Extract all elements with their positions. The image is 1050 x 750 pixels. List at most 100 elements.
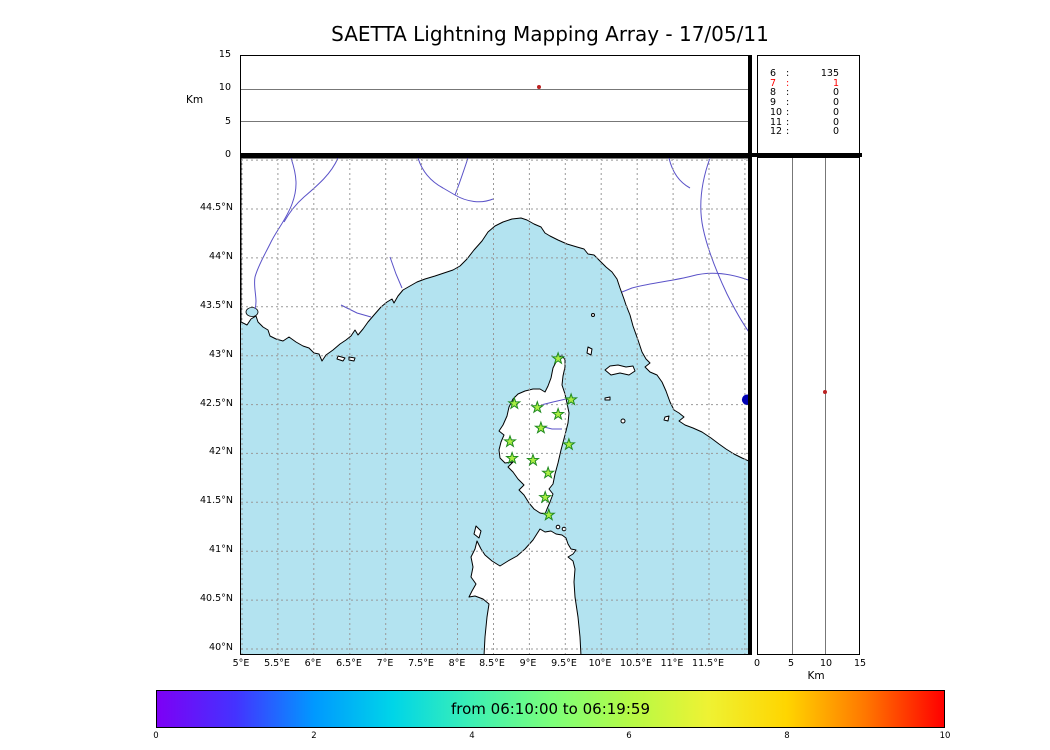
lat-tick-label: 42.5°N bbox=[199, 398, 233, 409]
lat-tick-label: 41.5°N bbox=[199, 495, 233, 506]
lat-tick-label: 44.5°N bbox=[199, 202, 233, 213]
pianosa-island bbox=[604, 396, 611, 401]
colorbar-tick-label: 8 bbox=[784, 731, 790, 741]
lon-tick-label: 9.5°E bbox=[551, 658, 577, 669]
stats-row: 7: 1 bbox=[770, 77, 859, 89]
gridline-10km bbox=[825, 158, 827, 654]
lon-tick-label: 9°E bbox=[519, 658, 537, 669]
landmasses bbox=[241, 158, 749, 654]
altitude-tick-label: 10 bbox=[218, 82, 231, 93]
stats-station-count: 6 bbox=[770, 68, 777, 79]
colorbar-tick-label: 6 bbox=[626, 731, 632, 741]
colorbar-tick-label: 2 bbox=[311, 731, 317, 741]
lon-tick-label: 7°E bbox=[376, 658, 394, 669]
colorbar-tick-label: 4 bbox=[469, 731, 475, 741]
stats-source-count: 0 bbox=[832, 126, 839, 138]
lon-tick-label: 6°E bbox=[304, 658, 322, 669]
gridline-5km bbox=[241, 121, 749, 123]
lon-tick-label: 8.5°E bbox=[479, 658, 505, 669]
lat-tick-label: 44°N bbox=[209, 251, 233, 262]
stats-row: 11: 0 bbox=[770, 116, 859, 128]
stats-colon: : bbox=[786, 116, 790, 128]
km-tick-label: 0 bbox=[753, 658, 761, 669]
lat-tick-label: 43°N bbox=[209, 349, 233, 360]
altitude-axis-ticks: 15 10 5 0 bbox=[0, 49, 234, 160]
river bbox=[454, 158, 469, 196]
gridline-5km bbox=[791, 158, 793, 654]
km-axis-label: Km bbox=[807, 670, 825, 682]
lat-tick-label: 40°N bbox=[209, 642, 233, 653]
altitude-latitude-panel bbox=[757, 157, 860, 655]
river bbox=[621, 272, 749, 293]
stats-source-count: 0 bbox=[832, 106, 839, 118]
stats-station-count: 8 bbox=[770, 87, 777, 99]
lightning-source-dot bbox=[823, 390, 827, 394]
hyeres-island bbox=[336, 355, 346, 362]
lightning-sources bbox=[741, 394, 749, 405]
stats-colon: : bbox=[786, 106, 790, 118]
map-svg bbox=[241, 158, 749, 654]
river bbox=[283, 158, 339, 223]
berre-lagoon bbox=[245, 307, 259, 317]
station-count-stats-panel: 6: 135 7: 1 8: 0 9: 0 10: 0 11: 0 12: 0 bbox=[757, 55, 860, 155]
stats-source-count: 135 bbox=[820, 68, 839, 79]
giglio-island bbox=[663, 415, 670, 422]
lat-tick-label: 41°N bbox=[209, 544, 233, 555]
hyeres-island bbox=[348, 356, 356, 362]
elba-island bbox=[604, 364, 636, 376]
lat-tick-label: 42°N bbox=[209, 446, 233, 457]
stats-row: 8: 0 bbox=[770, 88, 859, 98]
stats-row: 10: 0 bbox=[770, 108, 859, 118]
corsica-coastline bbox=[498, 354, 570, 515]
lon-tick-label: 11°E bbox=[660, 658, 684, 669]
lon-tick-label: 7.5°E bbox=[408, 658, 434, 669]
lightning-source-dot bbox=[537, 85, 541, 89]
colorbar-ticks: 0 2 4 6 8 10 bbox=[153, 731, 950, 743]
km-tick-label: 15 bbox=[853, 658, 867, 669]
rivers bbox=[254, 158, 749, 430]
lat-tick-label: 40.5°N bbox=[199, 593, 233, 604]
lon-tick-label: 5.5°E bbox=[264, 658, 290, 669]
stats-source-count: 1 bbox=[832, 77, 839, 89]
km-axis-ticks: 0 5 10 15 bbox=[754, 658, 866, 672]
latitude-axis-ticks: 44.5°N 44°N 43.5°N 43°N 42.5°N 42°N 41.5°N 41°N… bbox=[0, 157, 236, 655]
stats-source-count: 0 bbox=[832, 97, 839, 109]
stats-station-count: 10 bbox=[770, 106, 783, 118]
capraia-island bbox=[586, 346, 593, 356]
stats-station-count: 9 bbox=[770, 97, 777, 109]
river bbox=[668, 158, 691, 189]
altitude-tick-label: 5 bbox=[224, 116, 231, 127]
river bbox=[417, 158, 456, 196]
colorbar-tick-label: 10 bbox=[939, 731, 951, 741]
lightning-source-dot bbox=[741, 394, 749, 405]
km-tick-label: 10 bbox=[819, 658, 833, 669]
river bbox=[389, 256, 403, 289]
lon-tick-label: 8°E bbox=[448, 658, 466, 669]
colorbar-title: from 06:10:00 to 06:19:59 bbox=[450, 700, 650, 718]
stats-colon: : bbox=[786, 68, 790, 79]
panel-separator-horizontal bbox=[240, 153, 862, 157]
longitude-axis-ticks: 5°E 5.5°E 6°E 6.5°E 7°E 7.5°E 8°E 8.5°E 9°E 9.5°E… bbox=[233, 658, 750, 672]
stats-colon: : bbox=[786, 97, 790, 109]
stats-row: 6: 135 bbox=[770, 69, 859, 79]
river bbox=[540, 398, 567, 406]
sardinia-coastline bbox=[468, 528, 582, 654]
figure-title: SAETTA Lightning Mapping Array - 17/05/1… bbox=[331, 22, 769, 46]
stats-rows: 6: 135 7: 1 8: 0 9: 0 10: 0 11: 0 12: 0 bbox=[758, 56, 859, 137]
panel-separator-vertical bbox=[748, 55, 752, 655]
altitude-axis-label: Km bbox=[186, 94, 204, 106]
lon-tick-label: 5°E bbox=[232, 658, 250, 669]
km-tick-label: 5 bbox=[787, 658, 795, 669]
lon-tick-label: 6.5°E bbox=[336, 658, 362, 669]
lon-tick-label: 10°E bbox=[588, 658, 612, 669]
stats-station-count: 12 bbox=[770, 126, 783, 138]
lat-tick-label: 43.5°N bbox=[199, 300, 233, 311]
gridline-10km bbox=[241, 88, 749, 90]
river bbox=[454, 194, 494, 203]
graticule bbox=[241, 158, 749, 654]
stats-colon: : bbox=[786, 77, 790, 89]
lon-tick-label: 11.5°E bbox=[692, 658, 724, 669]
time-colorbar: from 06:10:00 to 06:19:59 bbox=[156, 690, 945, 728]
stats-source-count: 0 bbox=[832, 87, 839, 99]
